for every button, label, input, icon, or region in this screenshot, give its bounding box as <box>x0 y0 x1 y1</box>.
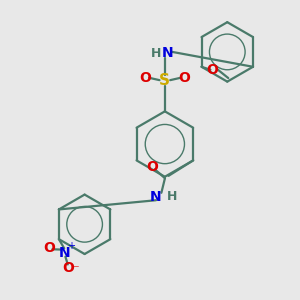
Text: S: S <box>159 73 170 88</box>
Text: +: + <box>68 241 75 251</box>
Text: ⁻: ⁻ <box>72 264 79 277</box>
Text: N: N <box>59 245 70 260</box>
Text: O: O <box>207 63 218 77</box>
Text: N: N <box>162 46 174 60</box>
Text: O: O <box>146 160 158 174</box>
Text: O: O <box>62 261 74 275</box>
Text: H: H <box>151 47 161 60</box>
Text: N: N <box>150 190 162 204</box>
Text: O: O <box>140 71 152 85</box>
Text: H: H <box>167 190 177 203</box>
Text: O: O <box>178 71 190 85</box>
Text: O: O <box>44 241 55 255</box>
